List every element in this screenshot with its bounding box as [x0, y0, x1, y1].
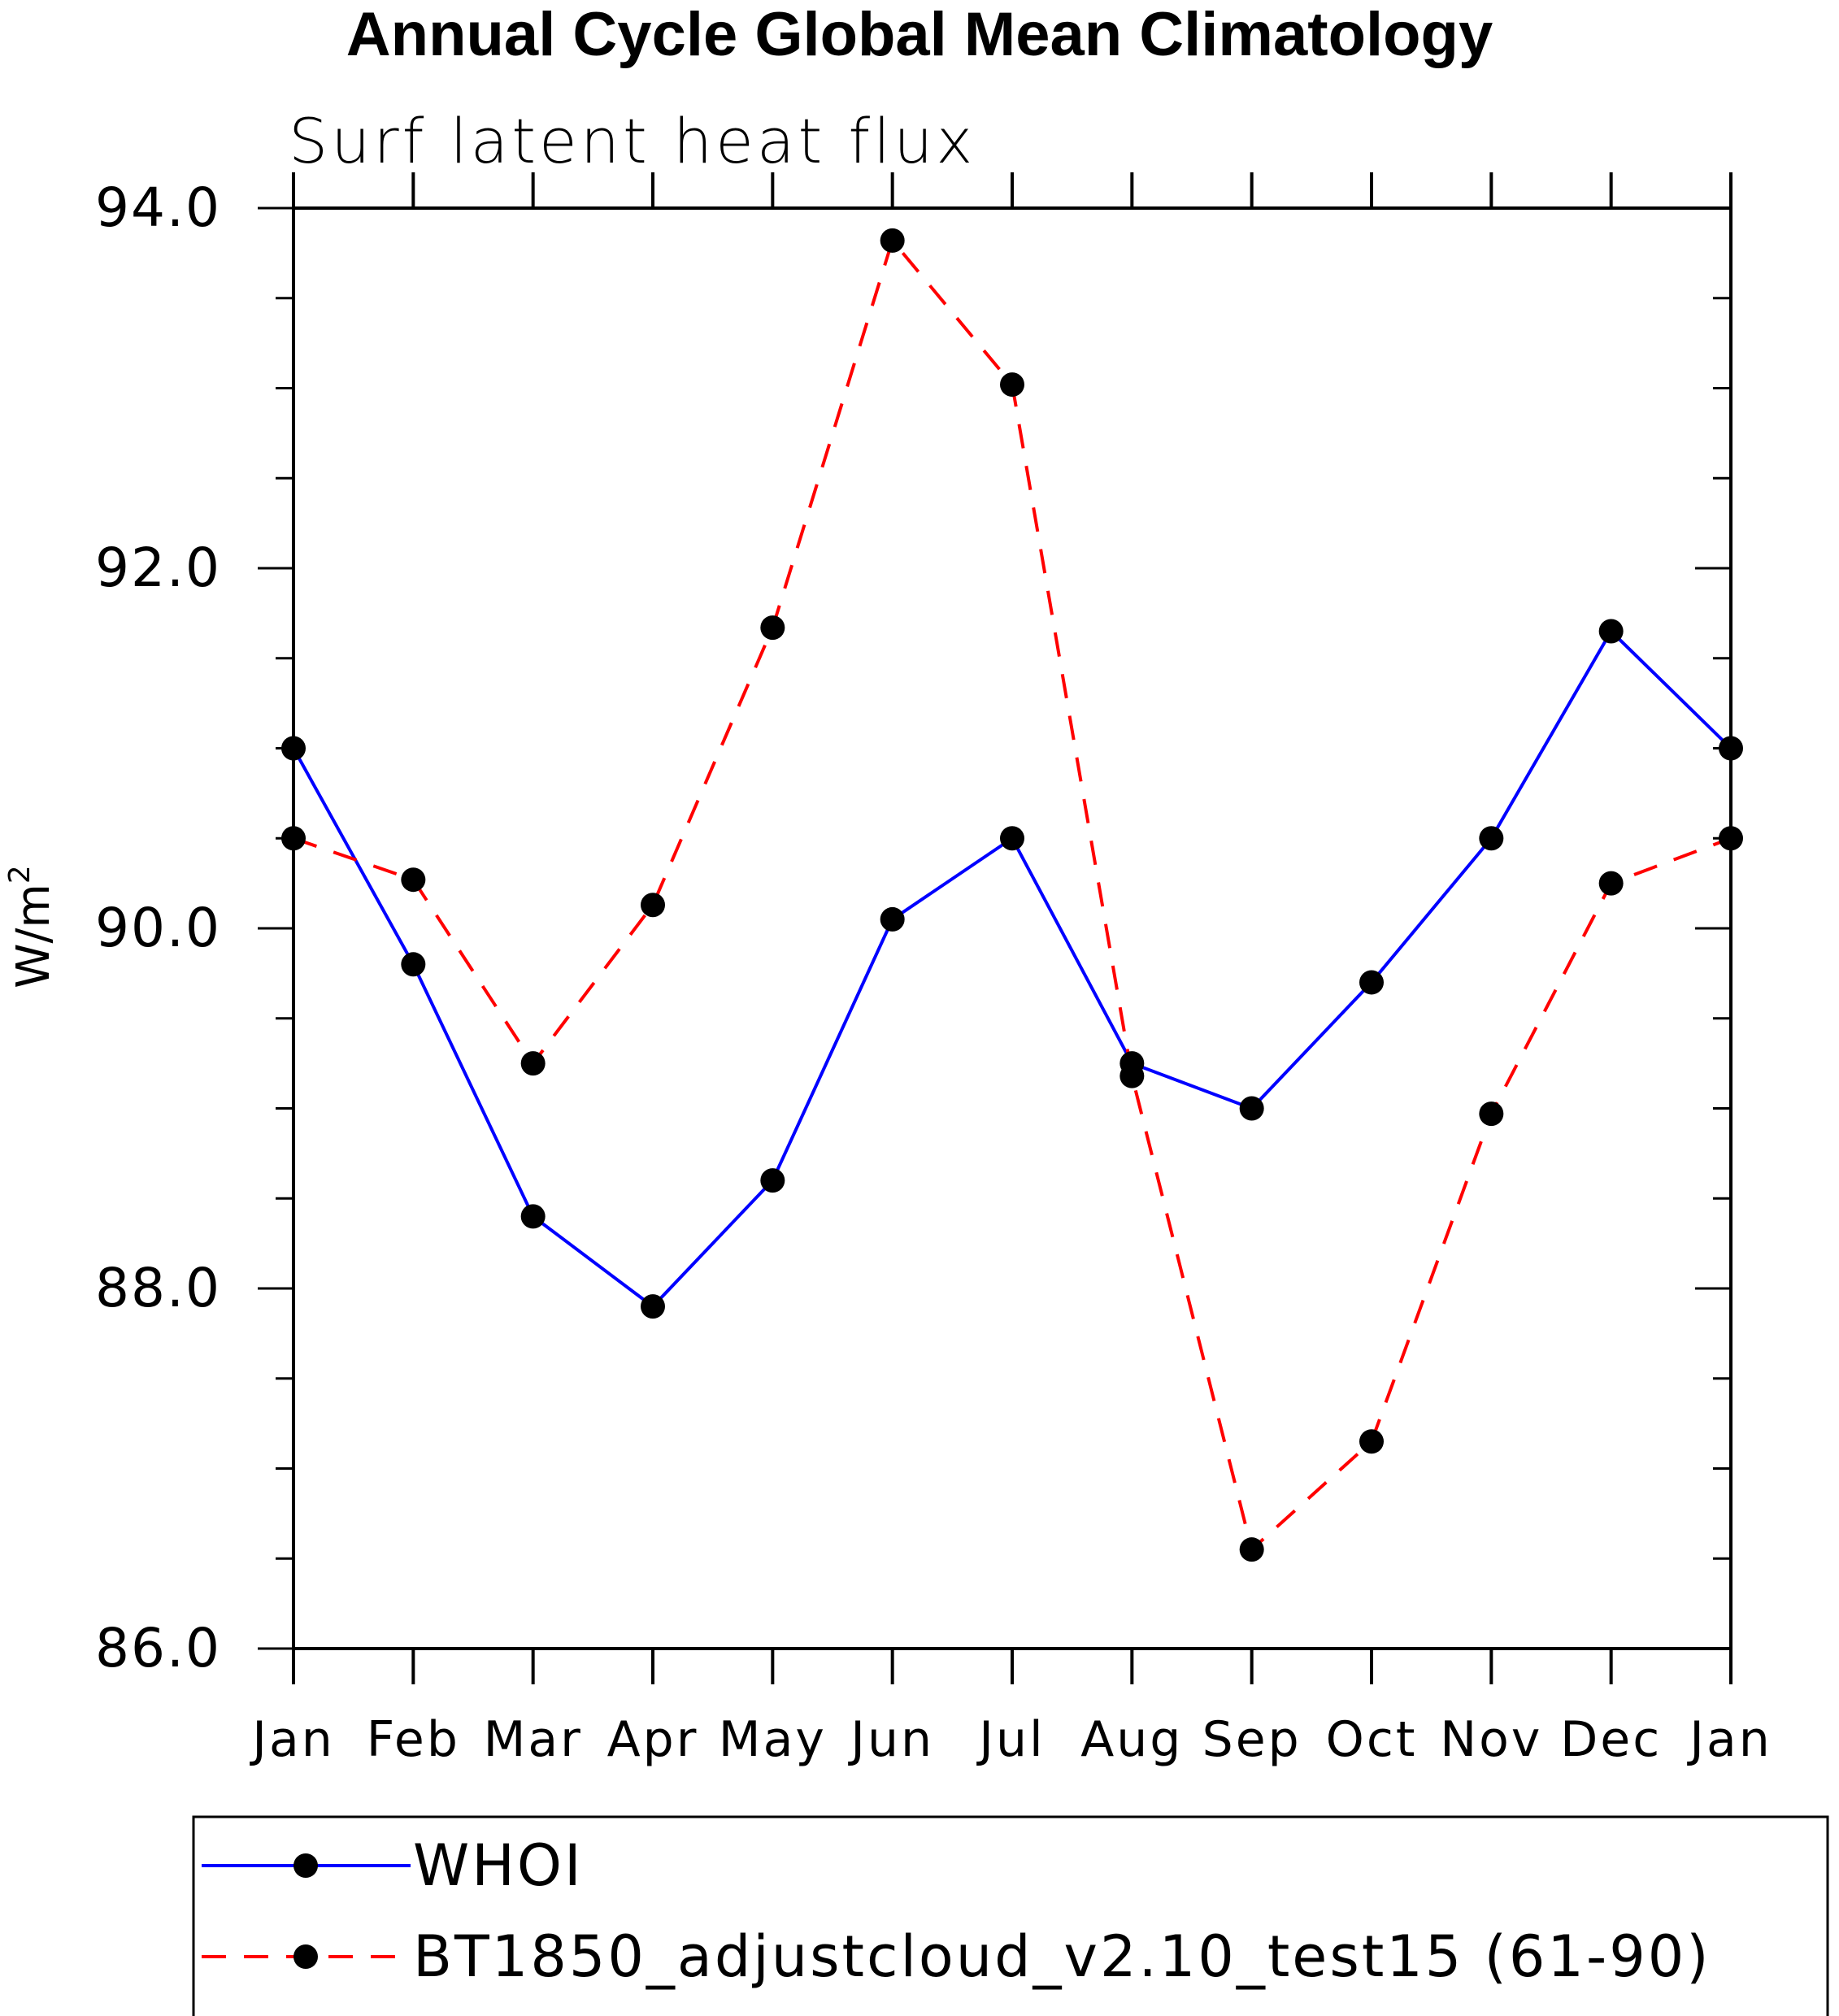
chart-title: Annual Cycle Global Mean Climatology	[346, 0, 1493, 69]
x-tick-label: Apr	[607, 1711, 699, 1768]
series-point-1	[1119, 1063, 1145, 1088]
series-point-0	[760, 1168, 785, 1193]
y-tick-label: 90.0	[95, 897, 221, 959]
series-point-0	[1598, 619, 1624, 644]
series-point-0	[880, 906, 905, 932]
series-point-1	[1000, 372, 1024, 398]
x-tick-labels: Jan Feb Mar Apr May Jun Jul Aug Sep Oct Nov Dec Jan	[249, 1711, 1772, 1768]
series-point-1	[520, 1051, 546, 1076]
x-tick-label: Jul	[976, 1711, 1045, 1768]
x-tick-label: Aug	[1080, 1711, 1183, 1768]
plot-frame	[292, 206, 1732, 1650]
series-line-0	[292, 628, 1732, 1309]
legend: WHOI BT1850_adjustcloud_v2.10_test15 (61-…	[202, 1832, 1711, 1990]
x-tick-label: May	[719, 1711, 827, 1768]
legend-label: BT1850_adjustcloud_v2.10_test15 (61-90)	[413, 1923, 1711, 1990]
x-tick-label: Sep	[1202, 1711, 1302, 1768]
y-tick-label: 88.0	[95, 1257, 221, 1319]
x-tick-label: Jun	[847, 1711, 934, 1768]
series-point-0	[401, 952, 426, 977]
chart-subtitle: Surf latent heat flux	[289, 105, 976, 177]
series-point-0	[641, 1294, 665, 1319]
x-tick-label: Mar	[484, 1711, 583, 1768]
series-point-1	[1598, 871, 1624, 896]
y-axis-label-text: W/m	[7, 884, 60, 988]
series-point-1	[1479, 1101, 1504, 1127]
series-point-0	[1359, 970, 1384, 995]
legend-label: WHOI	[413, 1832, 584, 1899]
series-point-1	[880, 228, 905, 253]
x-tick-label: Oct	[1326, 1711, 1418, 1768]
x-tick-label: Nov	[1440, 1711, 1542, 1768]
legend-marker	[293, 1853, 318, 1878]
series-line-1	[293, 237, 1732, 1553]
legend-marker	[293, 1944, 318, 1969]
legend-box	[192, 1815, 1829, 2016]
series-lines	[292, 237, 1732, 1553]
y-tick-label: 86.0	[95, 1617, 221, 1679]
series-point-1	[1239, 1537, 1264, 1562]
series-point-0	[1479, 826, 1504, 851]
series-point-1	[760, 615, 785, 641]
y-axis-label-sup: 2	[3, 865, 37, 884]
x-tick-label: Dec	[1560, 1711, 1662, 1768]
axis-ticks	[258, 172, 1732, 1684]
y-tick-label: 92.0	[95, 537, 221, 599]
series-point-1	[401, 867, 426, 893]
series-point-1	[641, 893, 665, 918]
series-point-0	[1000, 826, 1024, 851]
series-point-0	[1239, 1096, 1264, 1121]
x-tick-label: Feb	[367, 1711, 460, 1768]
x-tick-label: Jan	[1686, 1711, 1772, 1768]
series-point-0	[520, 1204, 546, 1229]
y-tick-labels: 86.0 88.0 90.0 92.0 94.0	[95, 176, 221, 1679]
x-tick-label: Jan	[249, 1711, 335, 1768]
series-point-1	[1359, 1429, 1384, 1454]
y-tick-label: 94.0	[95, 176, 221, 239]
y-axis-label: W/m2	[3, 865, 60, 988]
series-markers	[281, 228, 1743, 1562]
